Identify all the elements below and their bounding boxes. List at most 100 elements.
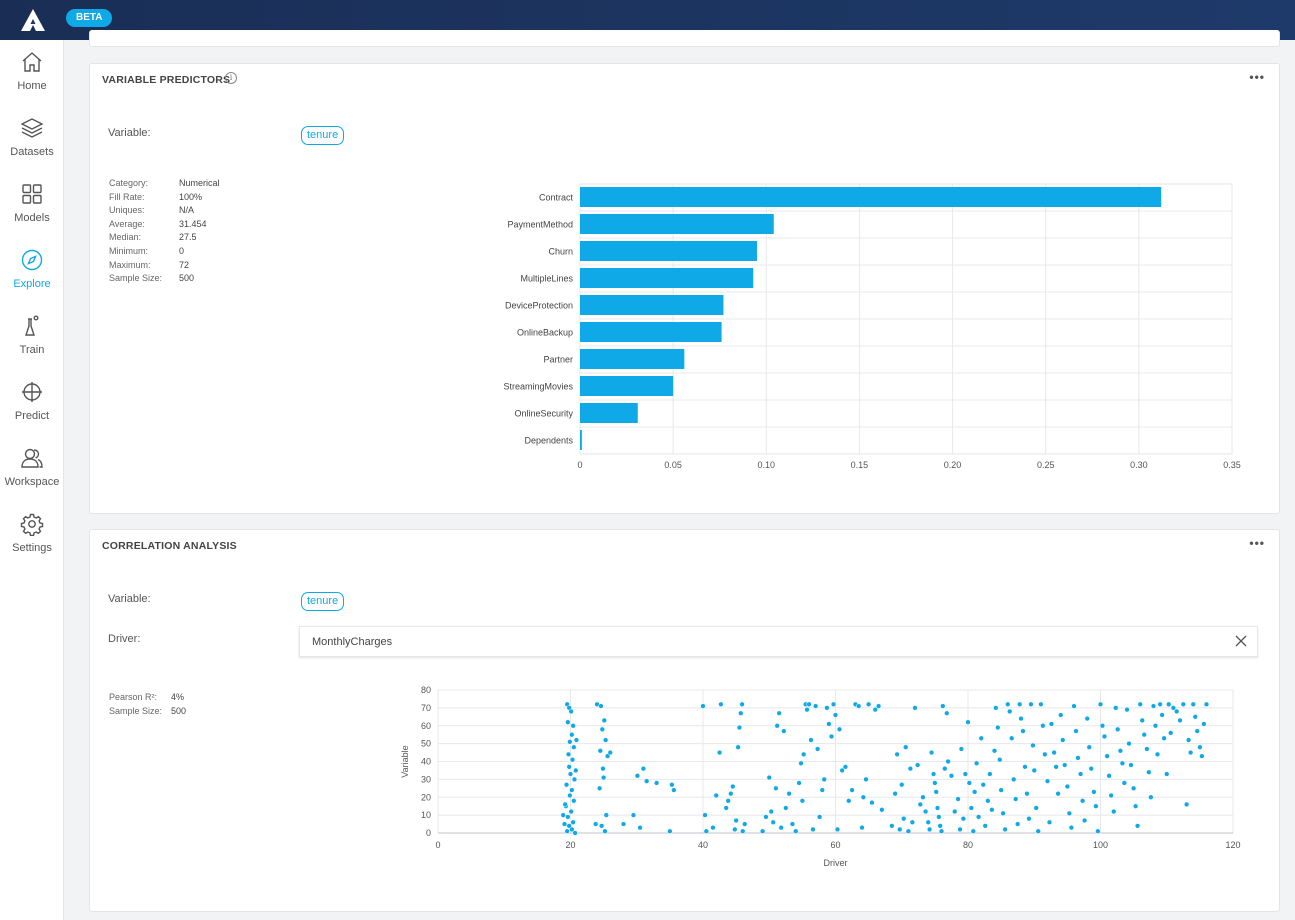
- variable-pill[interactable]: tenure: [301, 592, 345, 611]
- scatter-point: [897, 826, 903, 833]
- driver-select[interactable]: MonthlyCharges: [299, 626, 1258, 657]
- scatter-point: [971, 789, 978, 795]
- scatter-point: [975, 814, 982, 820]
- y-category-label: MultipleLines: [520, 274, 573, 284]
- stat-value: 4%: [171, 692, 185, 702]
- scatter-point: [799, 798, 806, 804]
- scatter-point: [849, 787, 855, 793]
- sidebar-item-explore[interactable]: Explore: [0, 248, 64, 308]
- scatter-point: [600, 774, 607, 781]
- scatter-point: [1190, 701, 1196, 707]
- sidebar-item-models[interactable]: Models: [0, 182, 64, 242]
- scatter-point: [713, 792, 719, 799]
- sidebar-item-settings[interactable]: Settings: [0, 512, 64, 572]
- scatter-point: [1199, 753, 1205, 759]
- scatter-point: [597, 785, 603, 791]
- scatter-point: [634, 773, 641, 779]
- scatter-point: [922, 808, 929, 815]
- scatter-point: [821, 776, 827, 783]
- scatter-point: [763, 814, 769, 820]
- scatter-point: [1170, 705, 1177, 711]
- x-tick-label: 0.05: [664, 460, 682, 470]
- sidebar-item-label: Workspace: [4, 476, 60, 488]
- sidebar-item-label: Train: [19, 344, 45, 356]
- scatter-point: [836, 726, 843, 732]
- scatter-point: [738, 710, 744, 716]
- scatter-point: [1031, 767, 1037, 774]
- scatter-point: [1093, 803, 1099, 809]
- scatter-point: [669, 782, 675, 788]
- scatter-point: [839, 767, 845, 774]
- scatter-point: [573, 737, 580, 743]
- scatter-point: [901, 816, 907, 822]
- stat-value: 31.454: [179, 218, 207, 229]
- scatter-point: [987, 771, 993, 777]
- scatter-point: [571, 798, 577, 804]
- scatter-point: [1164, 771, 1170, 777]
- bar: [580, 214, 774, 234]
- scatter-point: [932, 780, 938, 786]
- scatter-point: [856, 703, 862, 709]
- layers-icon: [20, 118, 44, 138]
- variable-pill[interactable]: tenure: [301, 126, 345, 145]
- predictors-bar-chart: 0 0.05 0.10 0.15 0.20 0.25 0.30 0.35 Contract Pay…: [503, 183, 1241, 470]
- variable-label: Variable:: [108, 127, 151, 139]
- info-icon[interactable]: i: [225, 72, 237, 84]
- sidebar-item-home[interactable]: Home: [0, 50, 64, 110]
- close-icon[interactable]: [1233, 633, 1249, 649]
- scatter-point: [700, 703, 706, 709]
- y-tick-label: 70: [421, 703, 431, 713]
- scatter-point: [599, 726, 605, 732]
- stat-key: Uniques:: [109, 205, 145, 216]
- logo-icon[interactable]: [20, 8, 46, 32]
- users-icon: [21, 448, 43, 468]
- scatter-point: [1068, 824, 1074, 831]
- scatter-point: [938, 828, 945, 834]
- scatter-point: [869, 799, 875, 806]
- scatter-point: [786, 791, 792, 797]
- scatter-point: [778, 824, 784, 831]
- scatter-point: [600, 766, 606, 772]
- driver-value: MonthlyCharges: [312, 636, 393, 648]
- scatter-point: [1088, 766, 1094, 772]
- bar: [580, 349, 685, 369]
- scatter-point: [801, 751, 807, 757]
- more-options-icon[interactable]: •••: [1249, 536, 1265, 550]
- sidebar-item-train[interactable]: Train: [0, 314, 64, 374]
- scatter-point: [563, 782, 570, 788]
- scatter-point: [1128, 762, 1134, 768]
- scatter-point: [733, 817, 739, 824]
- scatter-point: [776, 710, 782, 716]
- scatter-point: [730, 783, 736, 790]
- scatter-point: [640, 766, 647, 772]
- scatter-point: [604, 753, 611, 759]
- bar: [580, 241, 757, 261]
- y-tick-label: 60: [421, 721, 431, 731]
- scatter-point: [907, 766, 914, 772]
- sidebar-item-datasets[interactable]: Datasets: [0, 116, 64, 176]
- bar: [580, 376, 674, 396]
- scatter-point: [644, 778, 650, 784]
- scatter-point: [1002, 826, 1008, 833]
- y-category-label: OnlineBackup: [517, 328, 573, 338]
- scatter-point: [607, 749, 613, 756]
- sidebar-item-workspace[interactable]: Workspace: [0, 446, 64, 506]
- more-options-icon[interactable]: •••: [1249, 70, 1265, 84]
- scatter-point: [1146, 769, 1152, 775]
- scatter-point: [926, 826, 933, 833]
- scatter-point: [1099, 723, 1106, 729]
- scatter-point: [1000, 810, 1006, 816]
- scrollbar[interactable]: [1285, 40, 1295, 920]
- scatter-point: [562, 801, 568, 808]
- sidebar-item-predict[interactable]: Predict: [0, 380, 64, 440]
- scatter-point: [966, 780, 972, 786]
- scatter-point: [768, 808, 774, 815]
- scatter-point: [980, 782, 986, 788]
- scatter-point: [793, 828, 799, 834]
- stat-value: 500: [179, 273, 195, 284]
- scatter-point: [1174, 708, 1180, 715]
- scatter-point: [1161, 735, 1167, 741]
- sidebar-item-label: Settings: [12, 542, 52, 554]
- scatter-point: [569, 732, 575, 738]
- scatter-point: [1097, 701, 1104, 707]
